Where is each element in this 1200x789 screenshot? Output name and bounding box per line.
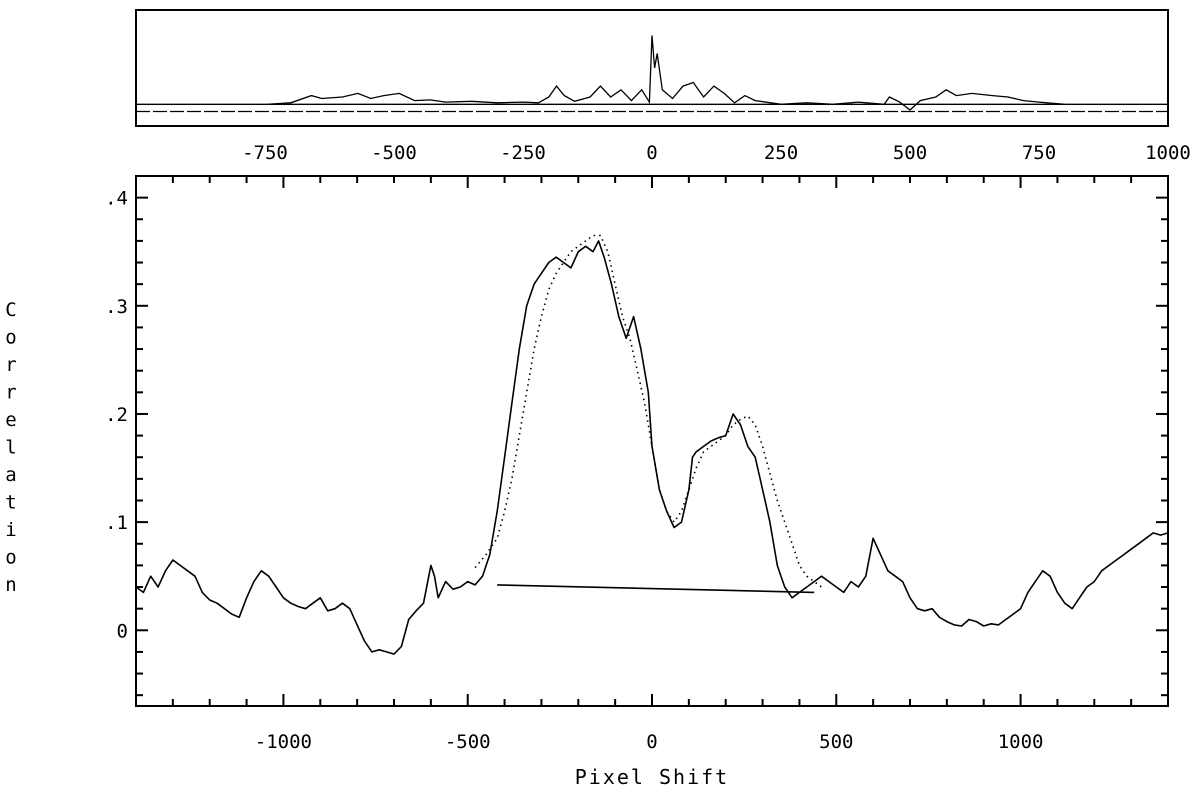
residuals-panel: -750 -500 -250 0 250 500 750 1000 [135, 9, 1191, 164]
residuals-x-tick-label: 250 [764, 142, 798, 164]
y-axis-title-letter: o [5, 327, 16, 349]
y-axis-title-letter: l [5, 437, 16, 459]
y-axis-title-letter: e [5, 409, 16, 431]
residuals-marks [136, 35, 1168, 113]
y-axis-title-letter: C [5, 299, 16, 321]
main-x-tick-label: 0 [646, 731, 657, 753]
main-axis-ticks [135, 175, 1169, 706]
y-axis-title-letter: t [5, 492, 16, 514]
main-x-tick-labels: -1000 -500 0 500 1000 [255, 731, 1044, 753]
residuals-x-tick-label: -500 [371, 142, 417, 164]
main-y-tick-label: .2 [105, 404, 128, 426]
residuals-x-tick-label: -750 [242, 142, 288, 164]
main-y-tick-label: .1 [105, 512, 128, 534]
main-y-tick-label: .4 [105, 188, 128, 210]
residuals-x-tick-label: 1000 [1145, 142, 1191, 164]
y-axis-title-letter: r [5, 382, 16, 404]
baseline-line [497, 584, 815, 594]
correlation-curve [135, 240, 1169, 655]
residuals-x-tick-label: 750 [1022, 142, 1056, 164]
residuals-plot-frame [135, 9, 1169, 127]
main-x-tick-label: -500 [445, 731, 491, 753]
residuals-x-tick-label: -250 [500, 142, 546, 164]
main-marks [135, 234, 1169, 655]
residuals-x-tick-label: 500 [893, 142, 927, 164]
residuals-series-line [267, 35, 1065, 111]
main-panel: -1000 -500 0 500 1000 0.1.2.3.4 Pixel Shift … [5, 175, 1169, 789]
x-axis-title: Pixel Shift [575, 765, 729, 789]
main-y-tick-labels: 0 .1 .2 .3 .4 [105, 188, 128, 643]
main-y-tick-label: 0 [117, 620, 128, 642]
main-x-tick-label: -1000 [255, 731, 312, 753]
y-axis-title-letter: n [5, 574, 16, 596]
y-axis-title-letter: o [5, 547, 16, 569]
main-x-tick-label: 1000 [998, 731, 1044, 753]
main-x-tick-label: 500 [819, 731, 853, 753]
residuals-x-tick-label: 0 [646, 142, 657, 164]
fit-curve-dotted [474, 234, 822, 588]
residuals-x-tick-labels: -750 -500 -250 0 250 500 750 1000 [242, 142, 1191, 164]
y-axis-title-letter: i [5, 519, 16, 541]
main-y-tick-label: .3 [105, 296, 128, 318]
y-axis-title-letter: a [5, 464, 16, 486]
y-axis-title-letter: r [5, 354, 16, 376]
